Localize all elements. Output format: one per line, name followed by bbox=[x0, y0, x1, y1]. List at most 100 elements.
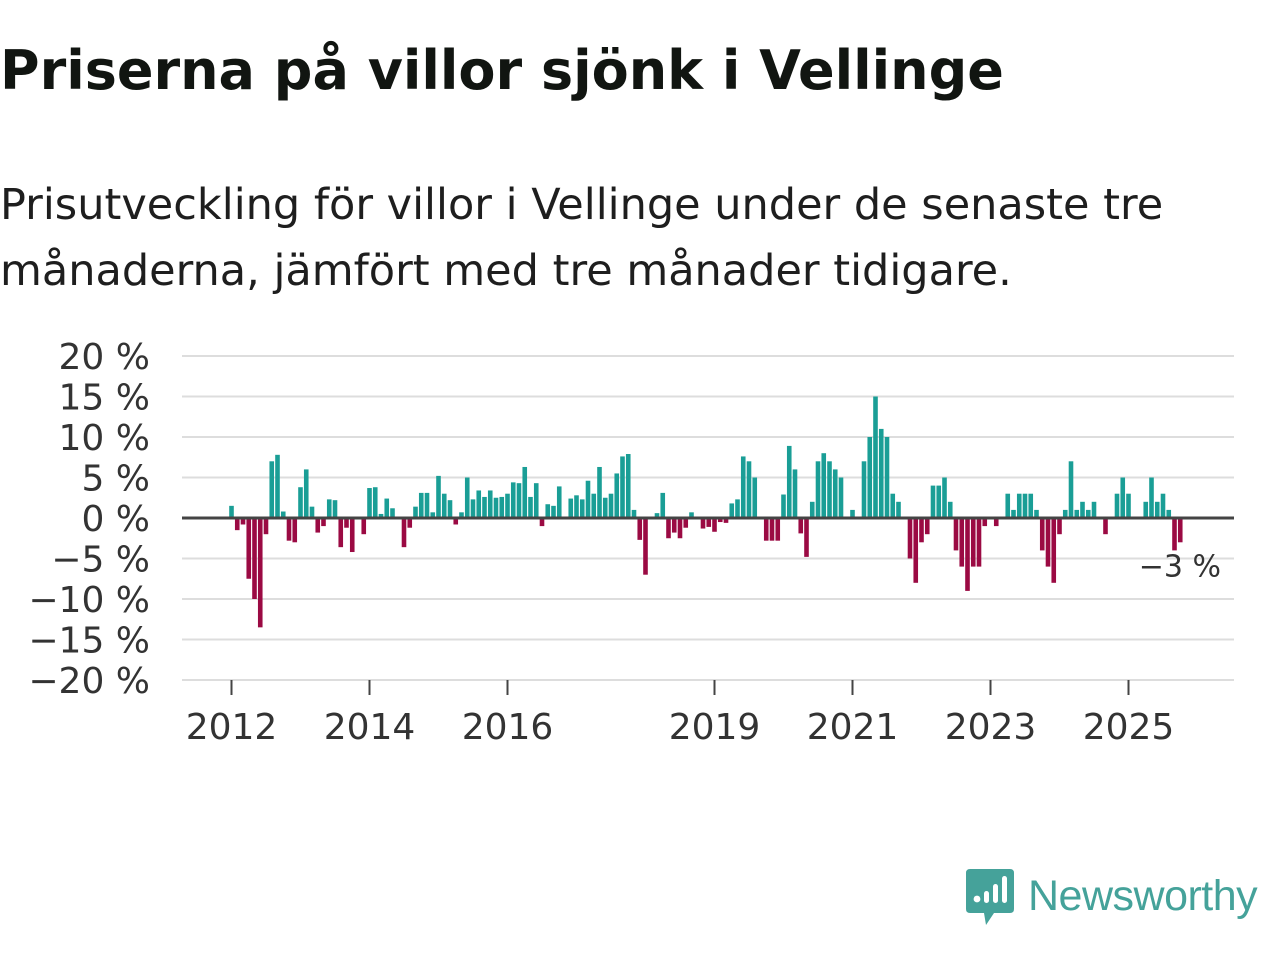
bar-negative bbox=[315, 518, 321, 533]
bar-positive bbox=[827, 461, 832, 518]
bar-negative bbox=[723, 518, 729, 523]
bar-positive bbox=[303, 469, 309, 518]
bar-positive bbox=[545, 504, 551, 518]
bar-positive bbox=[1028, 493, 1034, 518]
bar-negative bbox=[706, 518, 712, 527]
bar-negative bbox=[959, 518, 965, 567]
bar-chart: 20 %15 %10 %5 %0 %−5 %−10 %−15 %−20 % 20… bbox=[28, 337, 1234, 748]
x-tick-label: 2016 bbox=[462, 707, 554, 748]
bar-positive bbox=[654, 513, 660, 518]
bar-negative bbox=[769, 518, 775, 541]
bar-positive bbox=[781, 494, 786, 518]
bar-positive bbox=[367, 488, 372, 518]
bar-negative bbox=[924, 518, 930, 535]
bar-positive bbox=[332, 500, 338, 518]
bar-positive bbox=[1126, 493, 1131, 518]
y-tick-label: 20 % bbox=[59, 337, 150, 378]
bar-negative bbox=[913, 518, 919, 583]
bar-positive bbox=[470, 499, 476, 518]
bar-negative bbox=[1172, 518, 1177, 551]
last-value-annotation: −3 % bbox=[1139, 550, 1221, 585]
x-tick-label: 2014 bbox=[324, 707, 416, 748]
bar-positive bbox=[890, 493, 896, 518]
y-tick-label: 5 % bbox=[81, 459, 150, 500]
bar-positive bbox=[947, 501, 953, 518]
bar-negative bbox=[717, 518, 723, 523]
bar-negative bbox=[671, 518, 677, 533]
bar-negative bbox=[993, 518, 999, 527]
bar-positive bbox=[735, 499, 740, 518]
y-tick-label: −20 % bbox=[28, 661, 150, 702]
bar-negative bbox=[953, 518, 959, 551]
bar-positive bbox=[436, 475, 441, 518]
bar-negative bbox=[349, 518, 355, 553]
bar-negative bbox=[976, 518, 982, 567]
bar-positive bbox=[585, 480, 591, 518]
bar-positive bbox=[1085, 509, 1091, 518]
bar-positive bbox=[740, 456, 746, 518]
x-tick-label: 2025 bbox=[1083, 707, 1175, 748]
bar-negative bbox=[1103, 518, 1108, 535]
bar-negative bbox=[970, 518, 976, 567]
annotations: −3 % bbox=[1139, 550, 1221, 585]
bar-negative bbox=[798, 518, 804, 534]
bar-negative bbox=[286, 518, 292, 541]
bar-negative bbox=[292, 518, 298, 543]
bar-positive bbox=[378, 513, 384, 518]
bar-negative bbox=[240, 518, 246, 525]
bar-positive bbox=[873, 396, 878, 518]
bar-negative bbox=[361, 518, 367, 535]
bar-positive bbox=[510, 482, 516, 518]
bar-positive bbox=[786, 445, 792, 518]
bar-positive bbox=[516, 483, 522, 518]
bar-positive bbox=[574, 495, 579, 518]
bar-positive bbox=[275, 454, 280, 518]
bar-positive bbox=[746, 461, 752, 518]
bar-positive bbox=[568, 498, 574, 518]
bar-positive bbox=[591, 493, 597, 518]
bar-negative bbox=[683, 518, 689, 528]
bar-positive bbox=[309, 506, 315, 518]
bar-positive bbox=[556, 486, 562, 518]
bar-positive bbox=[372, 487, 378, 518]
bar-negative bbox=[321, 518, 326, 527]
bar-positive bbox=[533, 483, 539, 518]
chart-subtitle: Prisutveckling för villor i Vellinge und… bbox=[0, 180, 1164, 296]
bar-positive bbox=[430, 512, 436, 518]
bar-positive bbox=[597, 466, 602, 518]
bar-negative bbox=[1045, 518, 1051, 567]
bar-positive bbox=[1114, 493, 1120, 518]
bar-negative bbox=[344, 518, 349, 528]
bar-positive bbox=[689, 512, 694, 518]
bar-positive bbox=[729, 503, 735, 518]
bar-positive bbox=[867, 437, 873, 518]
bar-positive bbox=[861, 461, 867, 518]
bar-positive bbox=[625, 454, 631, 518]
bar-positive bbox=[884, 437, 890, 518]
bar-negative bbox=[453, 518, 459, 525]
newsworthy-logo-icon bbox=[966, 869, 1014, 925]
bar-positive bbox=[505, 493, 510, 518]
bar-positive bbox=[752, 477, 758, 518]
bar-negative bbox=[234, 518, 240, 531]
newsworthy-brand: Newsworthy bbox=[964, 864, 1258, 928]
bar-negative bbox=[338, 518, 344, 548]
x-tick-label: 2019 bbox=[669, 707, 761, 748]
bar-positive bbox=[809, 501, 815, 518]
bar-positive bbox=[1022, 493, 1028, 518]
bar-positive bbox=[413, 506, 418, 518]
bar-positive bbox=[942, 477, 947, 518]
bar-positive bbox=[821, 453, 827, 518]
x-tick-label: 2012 bbox=[186, 707, 278, 748]
bar-positive bbox=[1154, 501, 1160, 518]
y-axis-labels: 20 %15 %10 %5 %0 %−5 %−10 %−15 %−20 % bbox=[28, 337, 150, 702]
bar-positive bbox=[424, 492, 430, 518]
bar-positive bbox=[390, 508, 395, 518]
bar-positive bbox=[1074, 509, 1080, 518]
y-tick-label: 15 % bbox=[59, 378, 150, 419]
bar-positive bbox=[930, 485, 936, 518]
bar-positive bbox=[441, 493, 447, 518]
y-tick-label: −10 % bbox=[28, 580, 150, 621]
bar-negative bbox=[407, 518, 413, 528]
bar-negative bbox=[263, 518, 269, 535]
